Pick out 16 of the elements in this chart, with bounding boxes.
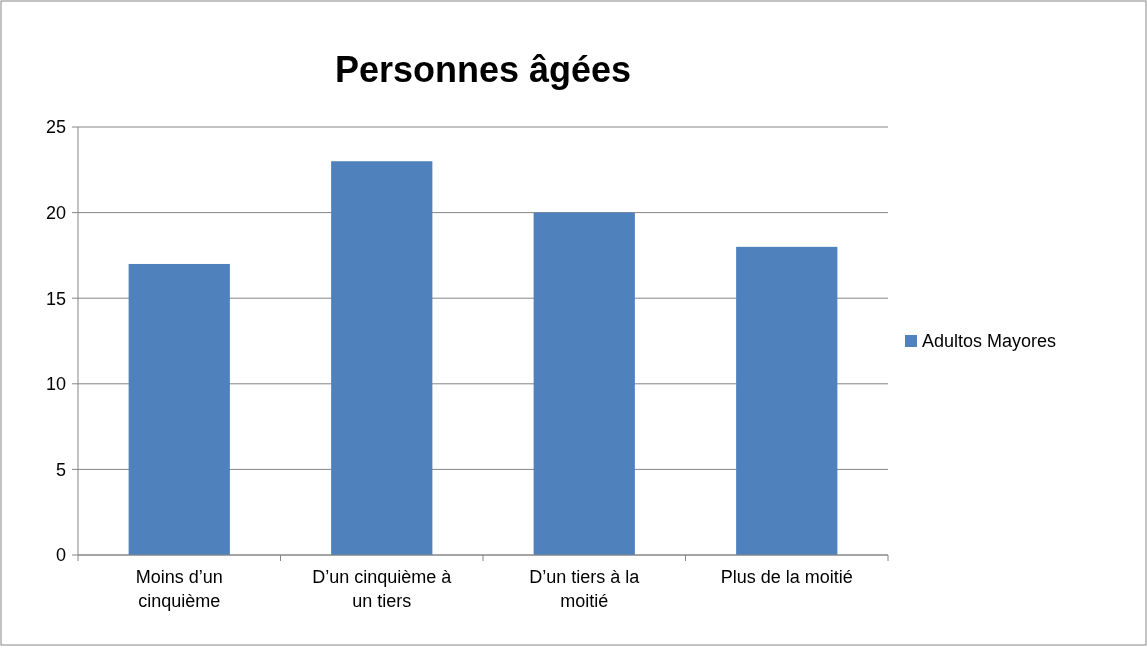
- bar: [533, 212, 635, 555]
- y-tick-label: 25: [45, 117, 66, 138]
- y-tick-label: 0: [55, 545, 66, 566]
- bar: [128, 263, 230, 555]
- chart-title: Personnes âgées: [334, 49, 632, 90]
- x-tick-label: Plus de la moitié: [720, 567, 853, 587]
- bar: [331, 161, 433, 555]
- y-tick-label: 5: [55, 459, 66, 480]
- legend-label: Adultos Mayores: [922, 331, 1057, 352]
- y-tick-label: 10: [45, 374, 66, 395]
- y-tick-label: 15: [45, 288, 66, 309]
- x-tick-label: D’un tiers à la moitié: [529, 567, 641, 611]
- x-tick-label: Moins d’un cinquième: [135, 567, 223, 611]
- y-tick-label: 20: [45, 202, 66, 223]
- x-tick-label: D’un cinquième à un tiers: [312, 567, 453, 611]
- bar: [736, 246, 838, 555]
